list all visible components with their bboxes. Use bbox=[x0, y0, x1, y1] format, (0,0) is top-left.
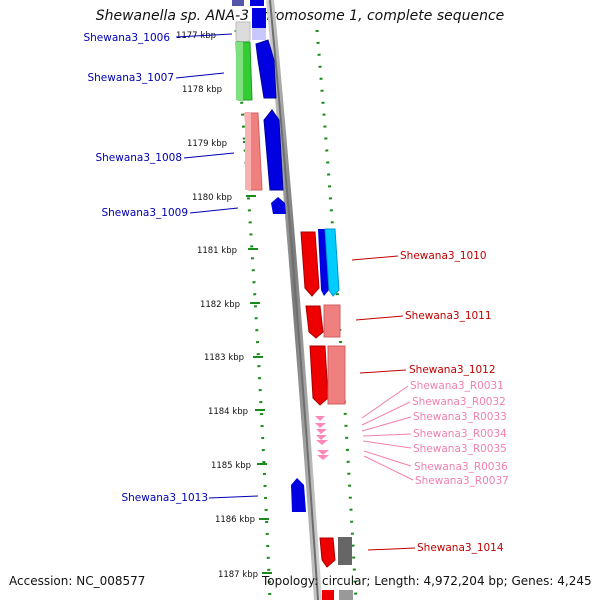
gene-labels-left: Shewana3_1006 Shewana3_1007 Shewana3_100… bbox=[83, 32, 208, 504]
label-shewana3-1007: Shewana3_1007 bbox=[87, 72, 174, 84]
scale-label-1183: 1183 kbp bbox=[204, 353, 244, 363]
label-shewana3-r0031: Shewana3_R0031 bbox=[410, 380, 504, 392]
scale-label-1180: 1180 kbp bbox=[192, 193, 232, 203]
label-shewana3-r0037: Shewana3_R0037 bbox=[415, 475, 509, 487]
scale-label-1178: 1178 kbp bbox=[182, 85, 222, 95]
label-shewana3-1014: Shewana3_1014 bbox=[417, 542, 504, 554]
label-shewana3-r0035: Shewana3_R0035 bbox=[413, 443, 507, 455]
scale-label-1181: 1181 kbp bbox=[197, 246, 237, 256]
leader-lines-left bbox=[175, 33, 259, 499]
feature-shewana3-1013[interactable] bbox=[291, 478, 306, 512]
scale-label-1182: 1182 kbp bbox=[200, 300, 240, 310]
gene-labels-trna: Shewana3_R0031 Shewana3_R0032 Shewana3_R… bbox=[410, 380, 509, 487]
label-shewana3-1006: Shewana3_1006 bbox=[83, 32, 170, 44]
label-shewana3-r0033: Shewana3_R0033 bbox=[413, 411, 507, 423]
gene-labels-right: Shewana3_1010 Shewana3_1011 Shewana3_101… bbox=[400, 250, 504, 554]
feature-trna-cluster[interactable] bbox=[315, 416, 329, 460]
feature-shewana3-1008[interactable] bbox=[244, 109, 284, 191]
label-shewana3-r0036: Shewana3_R0036 bbox=[414, 461, 508, 473]
leader-lines-trna bbox=[361, 385, 414, 481]
feature-shewana3-1006[interactable] bbox=[235, 8, 266, 45]
label-shewana3-1013: Shewana3_1013 bbox=[121, 492, 208, 504]
scale-label-1186: 1186 kbp bbox=[215, 515, 255, 525]
scale-label-1187: 1187 kbp bbox=[218, 570, 258, 580]
label-shewana3-1011: Shewana3_1011 bbox=[405, 310, 492, 322]
scale-label-1184: 1184 kbp bbox=[208, 407, 248, 417]
feature-shewana3-1007[interactable] bbox=[235, 39, 277, 101]
leader-lines-right bbox=[351, 255, 416, 551]
feature-shewana3-1009[interactable] bbox=[271, 197, 286, 214]
label-shewana3-r0034: Shewana3_R0034 bbox=[413, 428, 507, 440]
label-shewana3-1010: Shewana3_1010 bbox=[400, 250, 487, 262]
scale-label-1179: 1179 kbp bbox=[187, 139, 227, 149]
feature-shewana3-1012[interactable] bbox=[309, 345, 346, 406]
label-shewana3-1008: Shewana3_1008 bbox=[95, 152, 182, 164]
feature-shewana3-1014[interactable] bbox=[319, 537, 353, 600]
topology-summary: Topology: circular; Length: 4,972,204 bp… bbox=[262, 574, 592, 588]
map-title: Shewanella sp. ANA-3 chromosome 1, compl… bbox=[95, 8, 505, 24]
scale-label-1185: 1185 kbp bbox=[211, 461, 251, 471]
accession-text: Accession: NC_008577 bbox=[9, 574, 146, 588]
feature-shewana3-1010[interactable] bbox=[300, 228, 340, 297]
label-shewana3-1012: Shewana3_1012 bbox=[409, 364, 496, 376]
feature-top-partial[interactable] bbox=[232, 0, 264, 6]
label-shewana3-1009: Shewana3_1009 bbox=[101, 207, 188, 219]
label-shewana3-r0032: Shewana3_R0032 bbox=[412, 396, 506, 408]
feature-shewana3-1011[interactable] bbox=[305, 304, 341, 339]
